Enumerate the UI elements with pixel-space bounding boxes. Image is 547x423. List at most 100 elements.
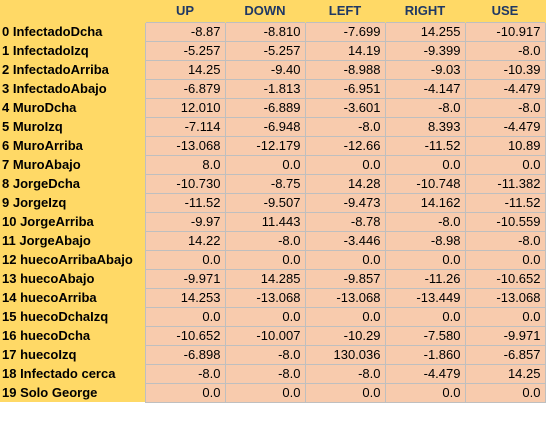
value-cell[interactable]: -13.068 bbox=[464, 287, 546, 308]
value-cell[interactable]: 14.28 bbox=[304, 173, 386, 194]
row-label[interactable]: 11 JorgeAbajo bbox=[0, 231, 145, 250]
value-cell[interactable]: -8.0 bbox=[464, 97, 546, 118]
value-cell[interactable]: -8.75 bbox=[224, 173, 306, 194]
value-cell[interactable]: 0.0 bbox=[464, 306, 546, 327]
value-cell[interactable]: -12.66 bbox=[304, 135, 386, 156]
value-cell[interactable]: -8.0 bbox=[224, 344, 306, 365]
value-cell[interactable]: -9.97 bbox=[144, 211, 226, 232]
value-cell[interactable]: 0.0 bbox=[224, 249, 306, 270]
value-cell[interactable]: -1.860 bbox=[384, 344, 466, 365]
value-cell[interactable]: 0.0 bbox=[224, 306, 306, 327]
value-cell[interactable]: 14.19 bbox=[304, 40, 386, 61]
value-cell[interactable]: -8.0 bbox=[304, 116, 386, 137]
value-cell[interactable]: -9.857 bbox=[304, 268, 386, 289]
value-cell[interactable]: -7.114 bbox=[144, 116, 226, 137]
value-cell[interactable]: -6.951 bbox=[304, 78, 386, 99]
value-cell[interactable]: 12.010 bbox=[144, 97, 226, 118]
value-cell[interactable]: -10.559 bbox=[464, 211, 546, 232]
column-header[interactable]: LEFT bbox=[305, 0, 386, 22]
row-label[interactable]: 2 InfectadoArriba bbox=[0, 60, 145, 79]
row-label[interactable]: 12 huecoArribaAbajo bbox=[0, 250, 145, 269]
value-cell[interactable]: 8.0 bbox=[144, 154, 226, 175]
value-cell[interactable]: -10.917 bbox=[464, 21, 546, 42]
row-label[interactable]: 15 huecoDchaIzq bbox=[0, 307, 145, 326]
value-cell[interactable]: -10.730 bbox=[144, 173, 226, 194]
row-label[interactable]: 13 huecoAbajo bbox=[0, 269, 145, 288]
value-cell[interactable]: -4.147 bbox=[384, 78, 466, 99]
value-cell[interactable]: -3.446 bbox=[304, 230, 386, 251]
row-label[interactable]: 19 Solo George bbox=[0, 383, 145, 402]
value-cell[interactable]: 130.036 bbox=[304, 344, 386, 365]
value-cell[interactable]: 14.253 bbox=[144, 287, 226, 308]
value-cell[interactable]: 0.0 bbox=[304, 306, 386, 327]
value-cell[interactable]: -8.78 bbox=[304, 211, 386, 232]
value-cell[interactable]: 0.0 bbox=[384, 154, 466, 175]
value-cell[interactable]: 0.0 bbox=[384, 249, 466, 270]
row-label[interactable]: 16 huecoDcha bbox=[0, 326, 145, 345]
value-cell[interactable]: 0.0 bbox=[304, 382, 386, 403]
row-label[interactable]: 1 InfectadoIzq bbox=[0, 41, 145, 60]
value-cell[interactable]: 0.0 bbox=[464, 154, 546, 175]
value-cell[interactable]: -7.580 bbox=[384, 325, 466, 346]
value-cell[interactable]: -8.0 bbox=[304, 363, 386, 384]
value-cell[interactable]: -11.382 bbox=[464, 173, 546, 194]
value-cell[interactable]: -9.971 bbox=[464, 325, 546, 346]
value-cell[interactable]: -4.479 bbox=[464, 78, 546, 99]
value-cell[interactable]: -8.0 bbox=[384, 97, 466, 118]
value-cell[interactable]: -6.857 bbox=[464, 344, 546, 365]
value-cell[interactable]: 0.0 bbox=[144, 306, 226, 327]
value-cell[interactable]: -13.449 bbox=[384, 287, 466, 308]
value-cell[interactable]: 0.0 bbox=[464, 249, 546, 270]
value-cell[interactable]: -11.52 bbox=[144, 192, 226, 213]
value-cell[interactable]: -9.473 bbox=[304, 192, 386, 213]
value-cell[interactable]: 0.0 bbox=[384, 306, 466, 327]
value-cell[interactable]: -8.0 bbox=[224, 230, 306, 251]
value-cell[interactable]: -3.601 bbox=[304, 97, 386, 118]
row-label[interactable]: 0 InfectadoDcha bbox=[0, 22, 145, 41]
value-cell[interactable]: 10.89 bbox=[464, 135, 546, 156]
value-cell[interactable]: -8.98 bbox=[384, 230, 466, 251]
value-cell[interactable]: 0.0 bbox=[224, 154, 306, 175]
value-cell[interactable]: -6.889 bbox=[224, 97, 306, 118]
value-cell[interactable]: -10.652 bbox=[464, 268, 546, 289]
row-label[interactable]: 8 JorgeDcha bbox=[0, 174, 145, 193]
column-header[interactable]: USE bbox=[465, 0, 546, 22]
value-cell[interactable]: -6.879 bbox=[144, 78, 226, 99]
value-cell[interactable]: 14.22 bbox=[144, 230, 226, 251]
value-cell[interactable]: 14.285 bbox=[224, 268, 306, 289]
value-cell[interactable]: -13.068 bbox=[144, 135, 226, 156]
row-label[interactable]: 5 MuroIzq bbox=[0, 117, 145, 136]
row-label[interactable]: 6 MuroArriba bbox=[0, 136, 145, 155]
row-label[interactable]: 14 huecoArriba bbox=[0, 288, 145, 307]
corner-cell[interactable] bbox=[0, 0, 146, 22]
value-cell[interactable]: -5.257 bbox=[144, 40, 226, 61]
value-cell[interactable]: -8.0 bbox=[384, 211, 466, 232]
value-cell[interactable]: -10.652 bbox=[144, 325, 226, 346]
value-cell[interactable]: -8.0 bbox=[144, 363, 226, 384]
value-cell[interactable]: -10.39 bbox=[464, 59, 546, 80]
value-cell[interactable]: -13.068 bbox=[224, 287, 306, 308]
value-cell[interactable]: -6.948 bbox=[224, 116, 306, 137]
value-cell[interactable]: -10.29 bbox=[304, 325, 386, 346]
value-cell[interactable]: -11.52 bbox=[384, 135, 466, 156]
value-cell[interactable]: -10.007 bbox=[224, 325, 306, 346]
value-cell[interactable]: -13.068 bbox=[304, 287, 386, 308]
value-cell[interactable]: -11.52 bbox=[464, 192, 546, 213]
value-cell[interactable]: -5.257 bbox=[224, 40, 306, 61]
value-cell[interactable]: -10.748 bbox=[384, 173, 466, 194]
value-cell[interactable]: 0.0 bbox=[464, 382, 546, 403]
value-cell[interactable]: 14.255 bbox=[384, 21, 466, 42]
value-cell[interactable]: -9.399 bbox=[384, 40, 466, 61]
value-cell[interactable]: -8.0 bbox=[464, 40, 546, 61]
value-cell[interactable]: -6.898 bbox=[144, 344, 226, 365]
row-label[interactable]: 4 MuroDcha bbox=[0, 98, 145, 117]
value-cell[interactable]: -9.971 bbox=[144, 268, 226, 289]
value-cell[interactable]: 0.0 bbox=[384, 382, 466, 403]
value-cell[interactable]: 0.0 bbox=[224, 382, 306, 403]
value-cell[interactable]: 0.0 bbox=[304, 249, 386, 270]
value-cell[interactable]: -11.26 bbox=[384, 268, 466, 289]
row-label[interactable]: 7 MuroAbajo bbox=[0, 155, 145, 174]
value-cell[interactable]: -9.507 bbox=[224, 192, 306, 213]
value-cell[interactable]: -1.813 bbox=[224, 78, 306, 99]
column-header[interactable]: UP bbox=[145, 0, 226, 22]
